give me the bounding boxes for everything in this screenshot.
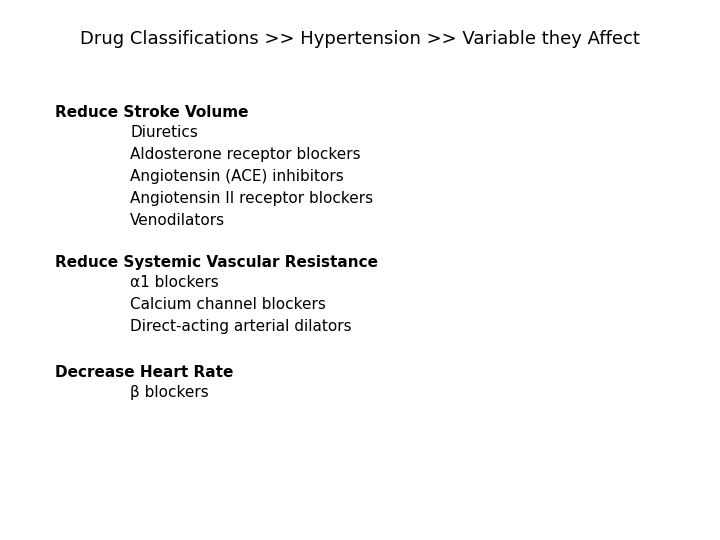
Text: Angiotensin (ACE) inhibitors: Angiotensin (ACE) inhibitors	[130, 169, 343, 184]
Text: Reduce Systemic Vascular Resistance: Reduce Systemic Vascular Resistance	[55, 255, 378, 270]
Text: Calcium channel blockers: Calcium channel blockers	[130, 297, 326, 312]
Text: Aldosterone receptor blockers: Aldosterone receptor blockers	[130, 147, 361, 162]
Text: Diuretics: Diuretics	[130, 125, 198, 140]
Text: Venodilators: Venodilators	[130, 213, 225, 228]
Text: Direct-acting arterial dilators: Direct-acting arterial dilators	[130, 319, 351, 334]
Text: Reduce Stroke Volume: Reduce Stroke Volume	[55, 105, 248, 120]
Text: Angiotensin II receptor blockers: Angiotensin II receptor blockers	[130, 191, 373, 206]
Text: α1 blockers: α1 blockers	[130, 275, 219, 290]
Text: β blockers: β blockers	[130, 385, 209, 400]
Text: Drug Classifications >> Hypertension >> Variable they Affect: Drug Classifications >> Hypertension >> …	[80, 30, 640, 48]
Text: Decrease Heart Rate: Decrease Heart Rate	[55, 365, 233, 380]
